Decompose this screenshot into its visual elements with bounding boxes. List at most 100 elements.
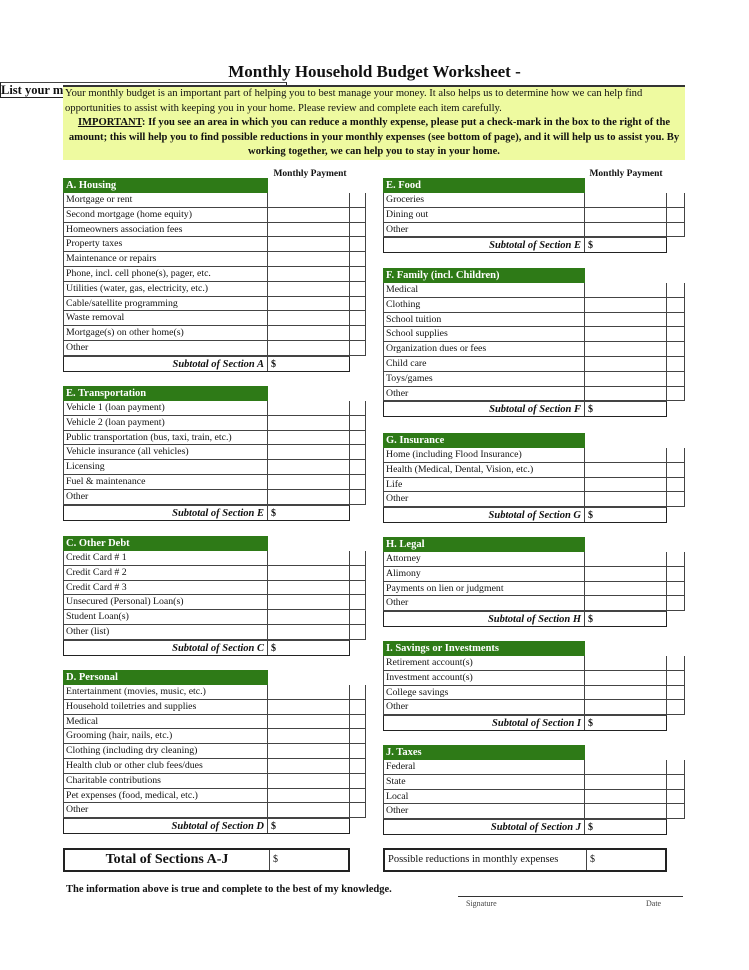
reduction-checkbox[interactable] <box>350 803 366 819</box>
reduction-checkbox[interactable] <box>350 565 366 581</box>
amount-input[interactable] <box>585 492 667 508</box>
amount-input[interactable] <box>268 237 350 253</box>
subtotal-amount-field[interactable]: $ <box>271 507 276 519</box>
subtotal-amount-field[interactable]: $ <box>588 614 593 626</box>
amount-input[interactable] <box>585 774 667 790</box>
reduction-checkbox[interactable] <box>667 477 685 493</box>
amount-input[interactable] <box>585 283 667 298</box>
reduction-checkbox[interactable] <box>667 789 685 805</box>
reduction-checkbox[interactable] <box>667 312 685 328</box>
reduction-checkbox[interactable] <box>667 656 685 671</box>
reduction-checkbox[interactable] <box>350 788 366 804</box>
subtotal-amount-field[interactable]: $ <box>271 358 276 370</box>
reduction-checkbox[interactable] <box>350 685 366 700</box>
reduction-checkbox[interactable] <box>350 281 366 297</box>
reduction-checkbox[interactable] <box>667 492 685 508</box>
amount-input[interactable] <box>268 595 350 611</box>
subtotal-amount-field[interactable]: $ <box>271 821 276 833</box>
reduction-checkbox[interactable] <box>350 474 366 490</box>
amount-input[interactable] <box>585 700 667 716</box>
reduction-checkbox[interactable] <box>667 283 685 298</box>
amount-input[interactable] <box>585 581 667 597</box>
reduction-checkbox[interactable] <box>667 670 685 686</box>
reduction-checkbox[interactable] <box>350 624 366 640</box>
amount-input[interactable] <box>585 760 667 775</box>
amount-input[interactable] <box>585 371 667 387</box>
amount-input[interactable] <box>585 670 667 686</box>
reduction-checkbox[interactable] <box>350 430 366 446</box>
amount-input[interactable] <box>268 311 350 327</box>
amount-input[interactable] <box>268 281 350 297</box>
reduction-checkbox[interactable] <box>350 580 366 596</box>
amount-input[interactable] <box>268 296 350 312</box>
total-amount-field[interactable]: $ <box>273 854 278 865</box>
amount-input[interactable] <box>268 803 350 819</box>
amount-input[interactable] <box>268 460 350 475</box>
reduction-checkbox[interactable] <box>350 744 366 759</box>
amount-input[interactable] <box>585 804 667 820</box>
amount-input[interactable] <box>268 788 350 804</box>
reduction-checkbox[interactable] <box>350 551 366 566</box>
reduction-checkbox[interactable] <box>350 415 366 431</box>
amount-input[interactable] <box>585 222 667 238</box>
reduction-checkbox[interactable] <box>667 462 685 478</box>
reduction-checkbox[interactable] <box>350 489 366 505</box>
amount-input[interactable] <box>585 789 667 805</box>
reduction-checkbox[interactable] <box>667 342 685 357</box>
subtotal-amount-field[interactable]: $ <box>588 718 593 730</box>
reduction-checkbox[interactable] <box>350 460 366 475</box>
amount-input[interactable] <box>268 474 350 490</box>
amount-input[interactable] <box>585 327 667 343</box>
amount-input[interactable] <box>585 207 667 223</box>
reduction-checkbox[interactable] <box>350 773 366 789</box>
amount-input[interactable] <box>268 758 350 774</box>
reduction-checkbox[interactable] <box>350 445 366 461</box>
reduction-checkbox[interactable] <box>667 297 685 313</box>
amount-input[interactable] <box>268 699 350 715</box>
amount-input[interactable] <box>268 714 350 730</box>
reduction-checkbox[interactable] <box>667 193 685 208</box>
amount-input[interactable] <box>268 685 350 700</box>
subtotal-amount-field[interactable]: $ <box>588 510 593 522</box>
amount-input[interactable] <box>268 252 350 267</box>
reduction-checkbox[interactable] <box>667 222 685 238</box>
amount-input[interactable] <box>268 624 350 640</box>
amount-input[interactable] <box>585 448 667 463</box>
amount-input[interactable] <box>268 207 350 223</box>
reduction-checkbox[interactable] <box>667 596 685 612</box>
amount-input[interactable] <box>268 415 350 431</box>
subtotal-amount-field[interactable]: $ <box>588 404 593 416</box>
reduction-checkbox[interactable] <box>350 237 366 253</box>
amount-input[interactable] <box>585 193 667 208</box>
amount-input[interactable] <box>585 312 667 328</box>
amount-input[interactable] <box>268 266 350 282</box>
reduction-checkbox[interactable] <box>350 714 366 730</box>
amount-input[interactable] <box>268 565 350 581</box>
reduction-checkbox[interactable] <box>667 552 685 567</box>
subtotal-amount-field[interactable]: $ <box>588 822 593 834</box>
amount-input[interactable] <box>268 489 350 505</box>
amount-input[interactable] <box>268 445 350 461</box>
amount-input[interactable] <box>585 477 667 493</box>
amount-input[interactable] <box>585 596 667 612</box>
amount-input[interactable] <box>585 342 667 357</box>
subtotal-amount-field[interactable]: $ <box>588 240 593 252</box>
reduction-checkbox[interactable] <box>350 595 366 611</box>
reduction-checkbox[interactable] <box>667 685 685 701</box>
reduction-checkbox[interactable] <box>667 207 685 223</box>
reduction-checkbox[interactable] <box>667 581 685 597</box>
reductions-amount-field[interactable]: $ <box>590 854 595 865</box>
amount-input[interactable] <box>585 566 667 582</box>
amount-input[interactable] <box>268 340 350 356</box>
reduction-checkbox[interactable] <box>667 327 685 343</box>
reduction-checkbox[interactable] <box>350 610 366 625</box>
amount-input[interactable] <box>268 551 350 566</box>
amount-input[interactable] <box>585 462 667 478</box>
amount-input[interactable] <box>268 729 350 745</box>
amount-input[interactable] <box>268 222 350 238</box>
amount-input[interactable] <box>268 610 350 625</box>
reduction-checkbox[interactable] <box>350 252 366 267</box>
amount-input[interactable] <box>585 685 667 701</box>
reduction-checkbox[interactable] <box>350 266 366 282</box>
reduction-checkbox[interactable] <box>667 700 685 716</box>
